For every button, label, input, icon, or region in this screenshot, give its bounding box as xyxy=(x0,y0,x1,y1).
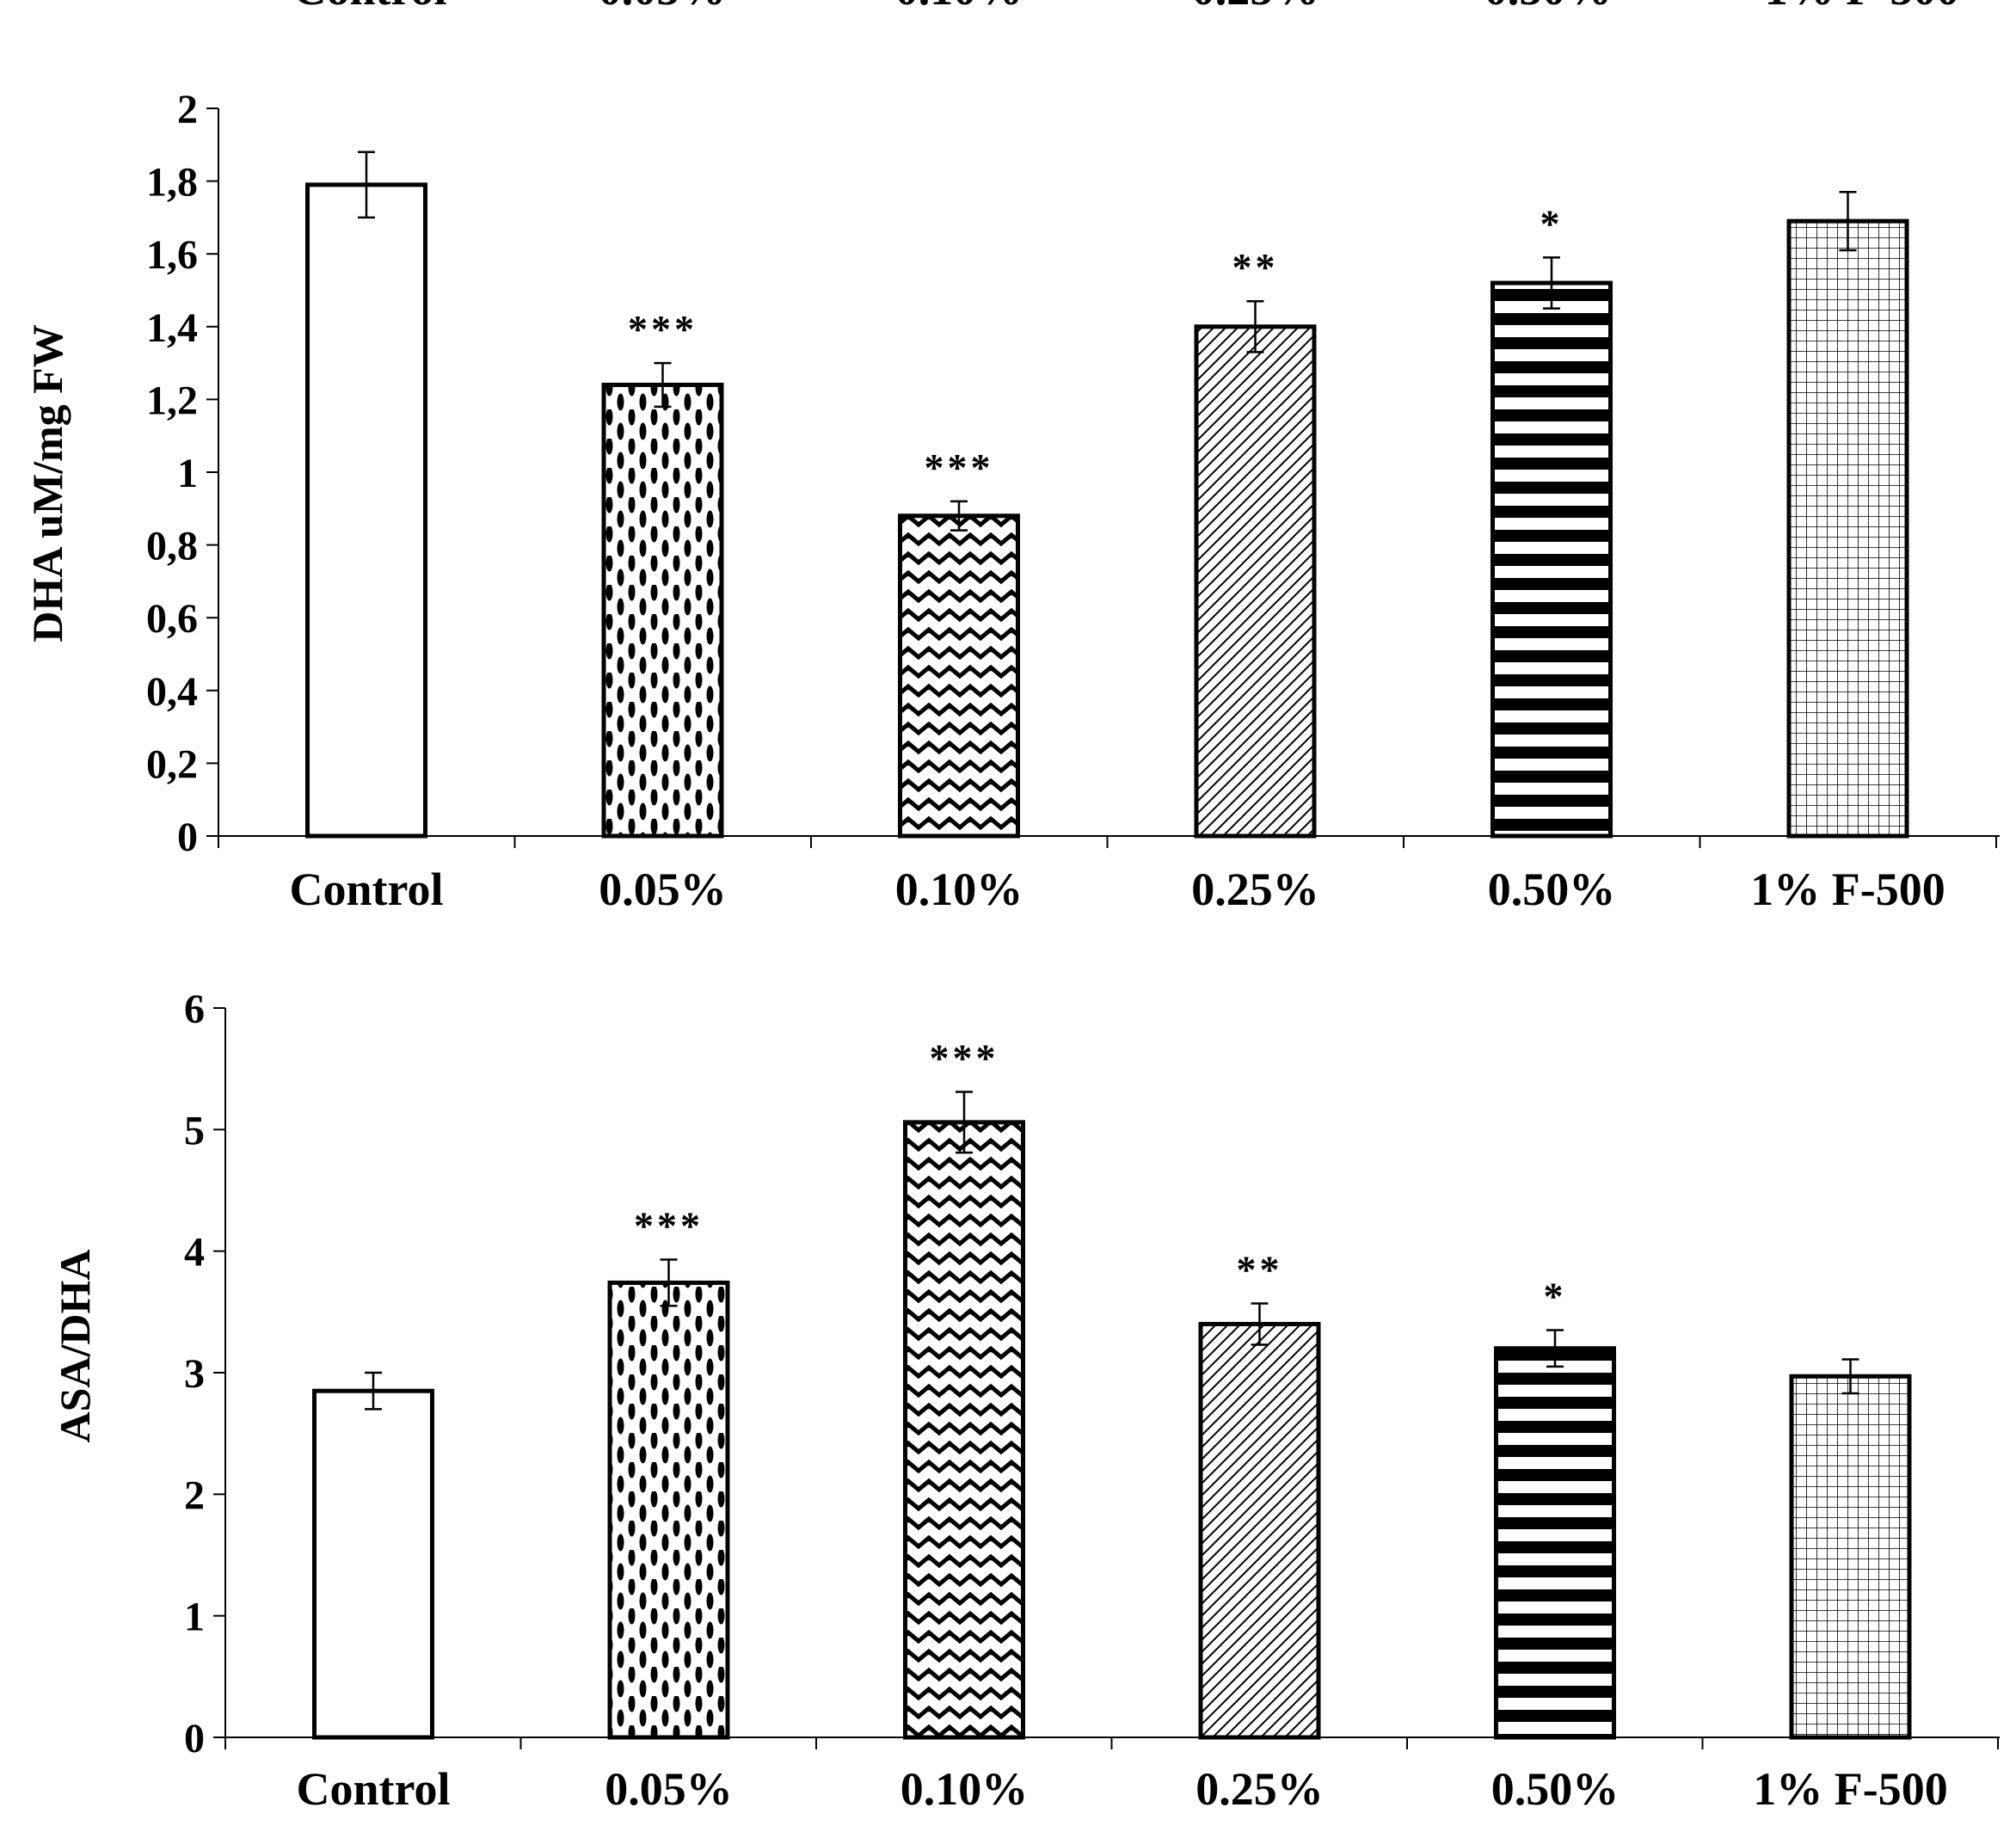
y-axis-title: ASA/DHA xyxy=(51,1249,99,1442)
x-tick-label: 0.10% xyxy=(895,864,1023,915)
y-tick-label: 1,8 xyxy=(146,160,198,206)
y-tick-label: 4 xyxy=(184,1230,205,1276)
significance-label: ** xyxy=(1232,245,1279,289)
y-tick-label: 1,4 xyxy=(146,305,198,351)
y-tick-label: 2 xyxy=(184,1472,205,1518)
y-tick-label: 2 xyxy=(177,87,198,132)
significance-label: * xyxy=(1540,201,1564,245)
bar xyxy=(1789,1374,1912,1740)
y-tick-label: 0,2 xyxy=(146,741,198,787)
cropped-top-label: Control xyxy=(292,0,446,15)
x-tick-label: 0.05% xyxy=(605,1763,733,1815)
cropped-top-label: 1% F-500 xyxy=(1765,0,1959,15)
x-tick-label: 0.50% xyxy=(1488,864,1616,915)
significance-label: ** xyxy=(1237,1247,1283,1291)
significance-label: *** xyxy=(930,1036,999,1080)
x-tick-label: 0.25% xyxy=(1191,864,1319,915)
bar xyxy=(1494,1346,1616,1740)
y-tick-label: 3 xyxy=(184,1351,205,1397)
bar xyxy=(601,382,724,839)
bar xyxy=(1194,324,1317,839)
y-tick-label: 6 xyxy=(184,987,205,1032)
dha-chart: 00,20,40,60,811,21,41,61,82Control***0.0… xyxy=(23,87,2000,915)
y-tick-label: 1,6 xyxy=(146,232,198,278)
significance-label: * xyxy=(1544,1275,1567,1319)
y-tick-label: 1 xyxy=(184,1595,205,1640)
x-tick-label: Control xyxy=(296,1763,450,1815)
y-tick-label: 0,6 xyxy=(146,596,198,642)
x-tick-label: 0.25% xyxy=(1195,1763,1324,1815)
bar xyxy=(1786,218,1909,839)
cropped-top-label: 0.50% xyxy=(1484,0,1613,15)
bar xyxy=(607,1280,730,1740)
y-tick-label: 5 xyxy=(184,1108,205,1153)
x-tick-label: Control xyxy=(289,864,443,915)
significance-label: *** xyxy=(925,446,994,489)
y-tick-label: 0,4 xyxy=(146,669,198,715)
bar xyxy=(1490,280,1613,839)
x-tick-label: 0.05% xyxy=(599,864,727,915)
y-tick-label: 0 xyxy=(184,1716,205,1761)
significance-label: *** xyxy=(628,307,698,351)
y-tick-label: 0 xyxy=(177,814,198,860)
asa-dha-ratio-chart: 0 1 2 3 4 5 6 Control *** 0.05% *** 0.10% ** 0.25% * 0.… xyxy=(51,987,2000,1815)
significance-label: *** xyxy=(634,1204,704,1248)
bar xyxy=(312,1388,434,1740)
bar xyxy=(898,513,1020,839)
y-tick-label: 1,2 xyxy=(146,378,198,423)
cropped-top-label: 0.10% xyxy=(895,0,1023,15)
bar xyxy=(1198,1321,1321,1740)
y-tick-label: 1 xyxy=(177,451,198,496)
y-axis-title: DHA uM/mg FW xyxy=(23,324,71,642)
bar xyxy=(903,1120,1025,1740)
x-tick-label: 0.10% xyxy=(900,1763,1029,1815)
cropped-top-label: 0.05% xyxy=(599,0,727,15)
x-tick-label: 1% F-500 xyxy=(1750,864,1945,915)
y-tick-label: 0,8 xyxy=(146,524,198,569)
x-tick-label: 1% F-500 xyxy=(1753,1763,1947,1815)
cropped-top-label: 0.25% xyxy=(1192,0,1320,15)
x-tick-label: 0.50% xyxy=(1491,1763,1620,1815)
bar xyxy=(305,182,427,839)
